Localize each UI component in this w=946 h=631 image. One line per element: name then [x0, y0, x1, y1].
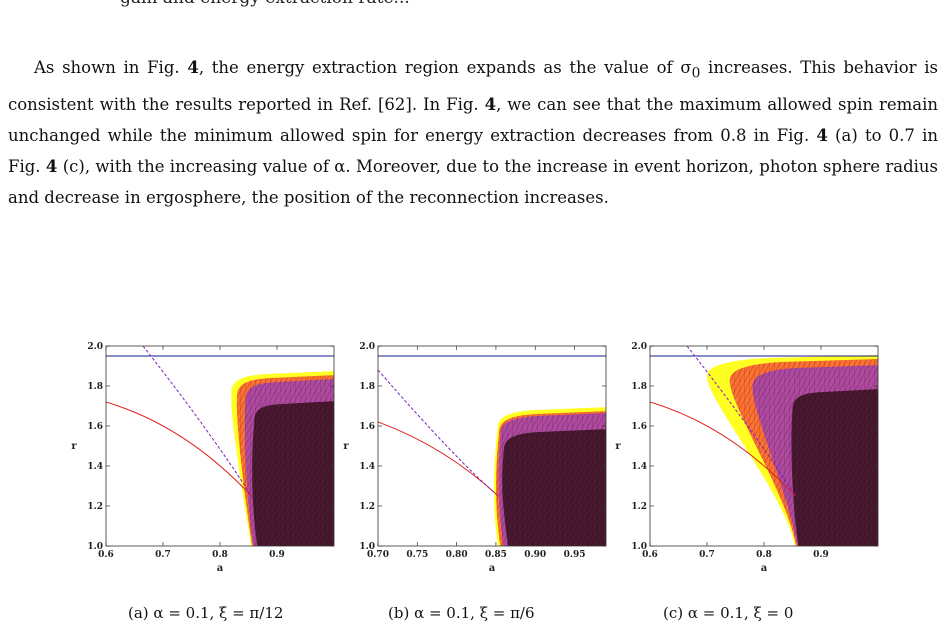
figure-ref[interactable]: 4: [816, 126, 828, 146]
y-tick-label: 2.0: [359, 342, 375, 352]
x-tick-label: 0.8: [212, 550, 228, 560]
y-axis-label: r: [343, 441, 349, 452]
text-run: (c), with the increasing value of α. Mor…: [8, 157, 939, 208]
x-tick-label: 0.6: [98, 550, 114, 560]
plot-area: [106, 346, 334, 546]
figure-ref[interactable]: 4: [187, 58, 199, 77]
energy-region-4-mesh: [502, 429, 606, 546]
figure-panel-a: 0.6 0.7 0.8 0.9 1.0 1.2 1.4 1.6 1.8 2.0 a r: [70, 338, 346, 588]
y-tick-label: 1.0: [359, 542, 375, 552]
y-tick-label: 1.4: [87, 462, 103, 472]
photon-curve: [650, 401, 796, 497]
y-tick-label: 1.2: [359, 502, 375, 512]
plot-a: 0.6 0.7 0.8 0.9 1.0 1.2 1.4 1.6 1.8 2.0 a r: [71, 342, 335, 574]
figure-panel-b: 0.70 0.75 0.80 0.85 0.90 0.95 1.0 1.2 1.4 1.6 1.8 2…: [342, 338, 618, 588]
y-tick-label: 1.6: [87, 422, 103, 432]
previous-page-fragment: gain and energy extraction rate...: [120, 0, 820, 14]
x-axis-label: a: [217, 563, 224, 574]
y-tick-label: 1.2: [87, 502, 103, 512]
x-tick-label: 0.8: [756, 550, 772, 560]
y-tick-label: 1.6: [631, 422, 647, 432]
caption-c: (c) α = 0.1, ξ = 0: [663, 604, 794, 622]
y-tick-label: 2.0: [631, 342, 647, 352]
x-tick-label: 0.95: [564, 550, 586, 560]
text-run: , the energy extraction region expands a…: [198, 58, 692, 77]
x-tick-label: 0.7: [155, 550, 171, 560]
plot-area: [378, 355, 606, 546]
plot-area: [650, 346, 878, 546]
x-axis-label: a: [761, 563, 768, 574]
x-tick-label: 0.70: [367, 550, 389, 560]
y-tick-label: 1.8: [87, 382, 103, 392]
caption-a: (a) α = 0.1, ξ = π/12: [128, 604, 284, 622]
plot-c: 0.6 0.7 0.8 0.9 1.0 1.2 1.4 1.6 1.8 2.0 a r: [615, 342, 879, 574]
y-axis-label: r: [71, 441, 77, 452]
figure-panel-c: 0.6 0.7 0.8 0.9 1.0 1.2 1.4 1.6 1.8 2.0 a r: [614, 338, 890, 588]
y-tick-label: 1.4: [359, 462, 375, 472]
text-run: increases. This behavior is consistent w…: [8, 58, 938, 115]
x-tick-label: 0.80: [446, 550, 468, 560]
dashed-curve: [142, 346, 252, 497]
x-tick-label: 0.75: [406, 550, 428, 560]
y-tick-label: 1.4: [631, 462, 647, 472]
y-tick-label: 1.6: [359, 422, 375, 432]
x-axis-label: a: [489, 563, 496, 574]
y-tick-label: 1.2: [631, 502, 647, 512]
energy-region-4-mesh: [252, 401, 334, 546]
x-tick-label: 0.9: [813, 550, 829, 560]
dashed-curve: [686, 346, 796, 497]
figure-ref[interactable]: 4: [45, 157, 58, 177]
x-tick-label: 0.9: [269, 550, 285, 560]
subscript: 0: [691, 65, 701, 82]
photon-curve: [106, 401, 252, 497]
y-tick-label: 1.8: [631, 382, 647, 392]
plot-b: 0.70 0.75 0.80 0.85 0.90 0.95 1.0 1.2 1.4 1.6 1.8 2…: [343, 342, 607, 574]
y-tick-label: 1.8: [359, 382, 375, 392]
dashed-curve: [378, 369, 499, 497]
y-tick-label: 1.0: [631, 542, 647, 552]
plot-frame: [377, 345, 607, 547]
text-run: As shown in Fig.: [34, 58, 188, 77]
text-run: , we can see that the maximum allowed sp…: [8, 95, 938, 146]
x-tick-label: 0.7: [699, 550, 715, 560]
y-tick-label: 1.0: [87, 542, 103, 552]
x-tick-label: 0.90: [524, 550, 546, 560]
x-tick-label: 0.6: [642, 550, 658, 560]
x-tick-label: 0.85: [485, 550, 507, 560]
y-tick-label: 2.0: [87, 342, 103, 352]
y-axis-label: r: [615, 441, 621, 452]
energy-region-4-mesh: [791, 389, 878, 546]
figure-ref[interactable]: 4: [484, 95, 497, 115]
photon-curve: [378, 421, 499, 497]
body-paragraph: As shown in Fig. 4, the energy extractio…: [8, 52, 938, 213]
text-run: (a) to 0.7 in Fig.: [8, 126, 938, 177]
caption-b: (b) α = 0.1, ξ = π/6: [388, 604, 535, 622]
